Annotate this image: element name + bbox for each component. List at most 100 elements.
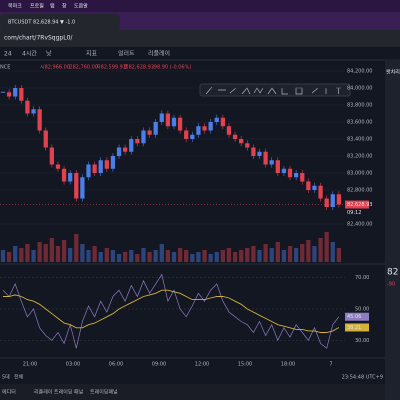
x-tick-label: 09:00 xyxy=(152,362,166,368)
countdown: 09:12 xyxy=(347,210,361,216)
tool[interactable]: 4시간 xyxy=(22,50,37,58)
volume-bar xyxy=(19,248,24,262)
ohlc: 저82,599.91 xyxy=(96,64,126,71)
volume-bar xyxy=(220,250,225,262)
volume-bar xyxy=(74,234,79,262)
volume-bar xyxy=(202,250,207,262)
candle xyxy=(306,181,311,190)
bottom-tab[interactable]: 에디터 xyxy=(2,389,16,396)
range[interactable]: 5데 xyxy=(2,374,10,381)
volume-bar xyxy=(141,248,146,262)
y-tick-label: 83,200.00 xyxy=(347,154,372,160)
tool[interactable]: 얼러트 xyxy=(118,50,135,58)
sidebar xyxy=(385,60,400,400)
volume-bar xyxy=(251,246,256,262)
volume-bar xyxy=(129,250,134,262)
y-tick-label: 30.00 xyxy=(355,338,369,344)
candle xyxy=(74,173,79,199)
tool[interactable]: 낮 xyxy=(46,50,52,58)
tab-title[interactable]: BTCUSDT 82,628.94 ▼ -1.0 xyxy=(8,20,75,26)
candle xyxy=(318,185,323,199)
candle xyxy=(135,139,140,144)
candle xyxy=(68,173,73,182)
menu-item[interactable]: 창 xyxy=(62,3,67,10)
volume-bar xyxy=(312,246,317,262)
candle xyxy=(336,194,342,205)
x-tick-label: 15:00 xyxy=(238,362,252,368)
candle xyxy=(190,134,195,139)
price-tag xyxy=(345,312,369,321)
volume-bar xyxy=(330,242,335,262)
volume-bar xyxy=(171,252,177,262)
toolbar xyxy=(0,47,400,60)
volume-bar xyxy=(263,244,268,262)
tool[interactable]: 리플레이 xyxy=(148,50,170,58)
y-tick-label: 83,800.00 xyxy=(347,103,372,109)
candle xyxy=(165,113,171,127)
volume-bar xyxy=(98,252,103,262)
candle xyxy=(275,160,280,173)
volume-bar xyxy=(281,250,287,262)
volume-bar xyxy=(226,248,232,262)
candle xyxy=(147,130,152,135)
clock: 23:54:48 UTC+9 xyxy=(342,375,383,381)
volume-bar xyxy=(110,250,116,262)
ohlc: -98.90 (-0.06%) xyxy=(152,65,191,71)
candle xyxy=(251,147,256,156)
volume-bar xyxy=(123,252,128,262)
volume-bar xyxy=(55,246,61,262)
price-tag-label: 38.21 xyxy=(347,325,361,331)
tool[interactable]: 지표 xyxy=(86,50,98,58)
y-tick-label: 70.00 xyxy=(355,275,369,281)
volume-bar xyxy=(190,254,195,262)
menu-item[interactable]: 북마크 xyxy=(8,3,22,10)
candle xyxy=(196,126,201,135)
address[interactable]: com/chart/7RvSqgpL0/ xyxy=(4,35,73,42)
menu-item[interactable]: 탭 xyxy=(50,3,55,10)
y-tick-label: 82,400.00 xyxy=(347,222,372,228)
candle xyxy=(287,168,293,178)
volume-bar xyxy=(232,252,238,262)
y-tick-label: 84,200.00 xyxy=(347,69,372,75)
candle xyxy=(263,151,268,165)
volume-bar xyxy=(31,250,36,262)
candle xyxy=(330,194,335,207)
sidebar-text: 왓치리 xyxy=(386,69,400,76)
candle xyxy=(19,88,24,101)
range[interactable]: 전체 xyxy=(14,374,24,381)
volume-bar xyxy=(336,248,342,262)
candle xyxy=(269,160,274,165)
volume-bar xyxy=(300,244,305,262)
volume-bar xyxy=(165,250,171,262)
candle xyxy=(159,113,164,122)
candle xyxy=(31,109,36,114)
candle xyxy=(43,130,48,148)
candle xyxy=(141,130,146,144)
menu-item[interactable]: 도움말 xyxy=(74,3,88,10)
candle xyxy=(13,88,18,97)
bottom-tab[interactable]: 트레이딩패널 xyxy=(90,389,118,396)
bottom-tab[interactable]: 리플레이 트레이딩 패널 xyxy=(34,389,84,396)
y-tick-label: 82,800.00 xyxy=(347,188,372,194)
candle xyxy=(312,185,317,190)
menu-item[interactable]: 프로필 xyxy=(30,3,44,10)
volume-bar xyxy=(68,248,73,262)
volume-bar xyxy=(6,252,12,262)
sidebar-change: -90 xyxy=(387,282,395,288)
ohlc: 시82,966.00 xyxy=(40,65,70,71)
candle xyxy=(300,173,305,182)
candle xyxy=(153,122,158,135)
volume-bar xyxy=(13,246,18,262)
price-tag xyxy=(345,323,369,332)
volume-bar xyxy=(239,250,244,262)
tool[interactable]: 24 xyxy=(4,51,12,58)
x-tick-label: 12:00 xyxy=(195,362,209,368)
candle xyxy=(110,156,116,169)
volume-bar xyxy=(37,242,42,262)
volume-bar xyxy=(0,250,6,262)
candle xyxy=(25,100,30,114)
volume-bar xyxy=(159,244,164,262)
tab[interactable] xyxy=(0,14,120,30)
x-tick-label: 21:00 xyxy=(23,362,37,368)
